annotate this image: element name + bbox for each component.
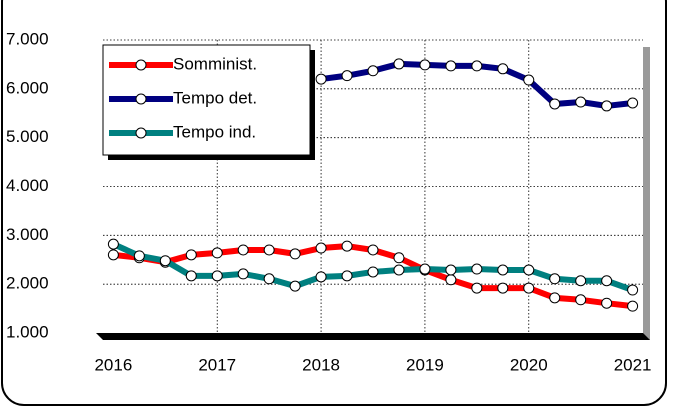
- y-tick-label: 3.000: [6, 225, 49, 244]
- data-point: [445, 60, 457, 72]
- legend-label: Tempo det.: [173, 88, 257, 107]
- data-point: [471, 263, 483, 275]
- x-tick-label: 2016: [94, 355, 132, 374]
- data-point: [237, 244, 249, 256]
- legend-marker: [135, 127, 147, 139]
- data-point: [575, 294, 587, 306]
- data-point: [341, 240, 353, 252]
- data-point: [315, 271, 327, 283]
- data-point: [523, 74, 535, 86]
- data-point: [263, 244, 275, 256]
- data-point: [159, 255, 171, 267]
- x-tick-label: 2017: [198, 355, 236, 374]
- data-point: [575, 275, 587, 287]
- data-point: [471, 60, 483, 72]
- data-point: [107, 238, 119, 250]
- y-tick-label: 6.000: [6, 78, 49, 97]
- data-point: [289, 280, 301, 292]
- data-point: [445, 274, 457, 286]
- data-point: [393, 252, 405, 264]
- x-tick-label: 2020: [510, 355, 548, 374]
- data-point: [367, 65, 379, 77]
- y-tick-label: 5.000: [6, 127, 49, 146]
- data-point: [445, 264, 457, 276]
- data-point: [133, 250, 145, 262]
- y-tick-label: 2.000: [6, 274, 49, 293]
- data-point: [211, 270, 223, 282]
- data-point: [575, 96, 587, 108]
- data-point: [367, 266, 379, 278]
- data-point: [601, 297, 613, 309]
- plot-floor: [96, 333, 650, 340]
- data-point: [315, 73, 327, 85]
- data-point: [185, 249, 197, 261]
- data-point: [601, 100, 613, 112]
- legend-marker: [135, 59, 147, 71]
- data-point: [263, 273, 275, 285]
- data-point: [393, 58, 405, 70]
- data-point: [497, 282, 509, 294]
- data-point: [601, 275, 613, 287]
- x-tick-label: 2018: [302, 355, 340, 374]
- data-point: [341, 270, 353, 282]
- data-point: [627, 284, 639, 296]
- data-point: [523, 282, 535, 294]
- data-point: [419, 263, 431, 275]
- data-point: [341, 70, 353, 82]
- data-point: [549, 292, 561, 304]
- legend-label: Somminist.: [173, 54, 257, 73]
- data-point: [549, 273, 561, 285]
- data-point: [107, 249, 119, 261]
- data-point: [627, 300, 639, 312]
- data-point: [549, 98, 561, 110]
- data-point: [627, 97, 639, 109]
- data-point: [471, 282, 483, 294]
- data-point: [419, 59, 431, 71]
- x-tick-label: 2019: [406, 355, 444, 374]
- legend-marker: [135, 93, 147, 105]
- x-tick-label: 2021: [614, 355, 652, 374]
- data-point: [393, 264, 405, 276]
- data-point: [523, 264, 535, 276]
- y-tick-label: 1.000: [6, 322, 49, 341]
- data-point: [185, 270, 197, 282]
- data-point: [497, 264, 509, 276]
- data-point: [497, 63, 509, 75]
- legend-label: Tempo ind.: [173, 122, 256, 141]
- data-point: [211, 247, 223, 259]
- data-point: [315, 242, 327, 254]
- data-point: [367, 244, 379, 256]
- y-tick-label: 4.000: [6, 176, 49, 195]
- y-tick-label: 7.000: [6, 29, 49, 48]
- data-point: [289, 248, 301, 260]
- data-point: [237, 268, 249, 280]
